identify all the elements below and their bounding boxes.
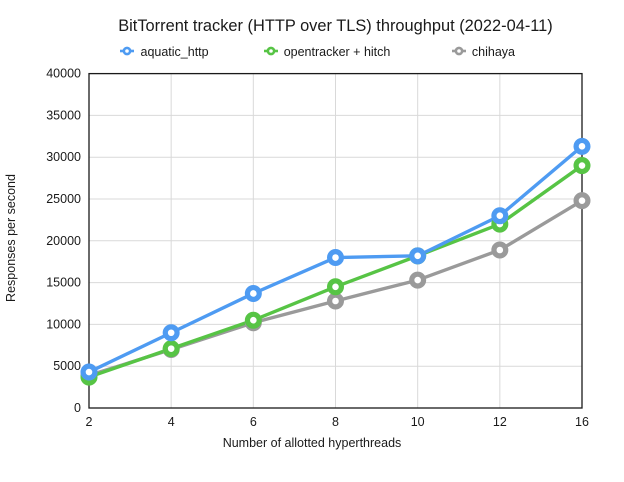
svg-text:5000: 5000 — [53, 359, 81, 373]
svg-text:16: 16 — [575, 415, 589, 429]
svg-text:4: 4 — [168, 415, 175, 429]
svg-text:40000: 40000 — [46, 67, 81, 81]
svg-text:10000: 10000 — [46, 317, 81, 331]
svg-text:8: 8 — [332, 415, 339, 429]
svg-text:2: 2 — [86, 415, 93, 429]
svg-text:10: 10 — [411, 415, 425, 429]
svg-text:15000: 15000 — [46, 276, 81, 290]
svg-text:12: 12 — [493, 415, 507, 429]
svg-text:35000: 35000 — [46, 108, 81, 122]
svg-text:30000: 30000 — [46, 150, 81, 164]
svg-text:20000: 20000 — [46, 234, 81, 248]
svg-text:6: 6 — [250, 415, 257, 429]
svg-text:0: 0 — [74, 401, 81, 415]
svg-text:25000: 25000 — [46, 192, 81, 206]
